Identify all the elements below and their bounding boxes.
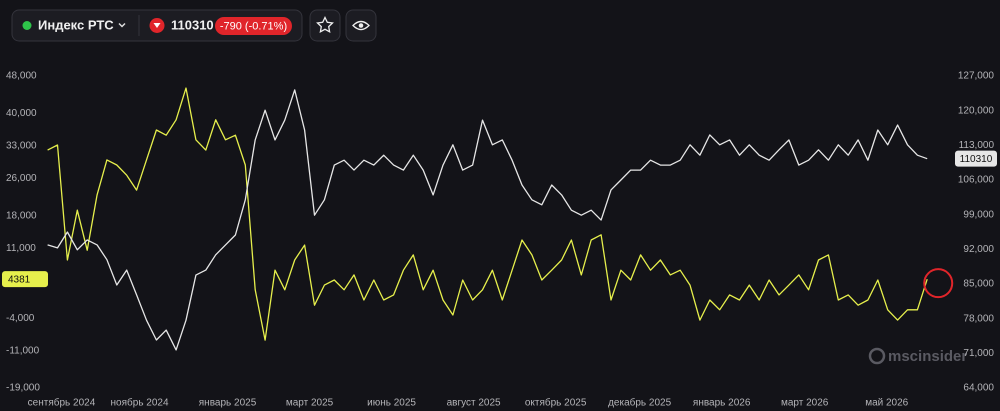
change-pill: [215, 17, 292, 35]
x-tick-label: январь 2025: [199, 398, 257, 409]
eye-icon[interactable]: [352, 20, 370, 31]
watermark-logo: [868, 347, 886, 365]
series-line: [47, 87, 928, 341]
star-icon[interactable]: [316, 15, 334, 34]
dropdown-chevron[interactable]: [118, 22, 126, 28]
instrument-selector[interactable]: Индекс РТС 110310 -790 (-0.71%): [11, 9, 303, 42]
x-tick-label: декабрь 2025: [608, 397, 672, 409]
y-tick-label: 18,000: [6, 210, 37, 221]
favorite-button[interactable]: [309, 9, 341, 42]
y2-tick-label: 99,000: [963, 209, 994, 220]
y-tick-label: 40,000: [6, 108, 37, 119]
y-tick-label: -11,000: [6, 345, 40, 356]
x-tick-label: март 2025: [286, 398, 334, 409]
y2-tick-label: 71,000: [963, 348, 994, 359]
y2-tick-label: 127,000: [958, 71, 995, 82]
x-tick-label: сентябрь 2024: [28, 397, 96, 409]
value-tag-box: [955, 150, 997, 167]
series-line: [47, 89, 928, 351]
price: 110310: [171, 17, 214, 32]
price-change: -790 (-0.71%): [220, 20, 287, 32]
x-tick-label: октябрь 2025: [525, 397, 587, 409]
highlight-ring: [923, 268, 954, 299]
x-tick-label: ноябрь 2024: [111, 397, 169, 409]
value-tag-text: 110310: [960, 154, 993, 165]
watermark-text: mscinsider: [888, 348, 967, 365]
watermark: mscinsider: [868, 347, 967, 365]
y2-tick-label: 85,000: [963, 279, 994, 290]
x-tick-label: январь 2026: [693, 398, 751, 409]
y-tick-label: 26,000: [6, 173, 37, 184]
y-tick-label: 48,000: [6, 71, 37, 82]
value-tag-box: [2, 271, 48, 288]
right-value-tag: 110310: [955, 150, 997, 167]
y2-tick-label: 113,000: [959, 140, 995, 151]
y-tick-label: 11,000: [6, 243, 36, 254]
y-tick-label: -19,000: [6, 383, 40, 394]
eye-pupil[interactable]: [358, 23, 364, 28]
status-dot: [22, 21, 32, 30]
down-arrow: [153, 23, 161, 28]
y2-tick-label: 92,000: [963, 244, 994, 255]
y2-tick-label: 64,000: [963, 383, 994, 394]
x-tick-label: май 2026: [865, 398, 908, 409]
x-tick-label: август 2025: [447, 398, 501, 409]
y-tick-label: -4,000: [6, 313, 35, 324]
value-tag-text: 4381: [8, 274, 31, 285]
instrument-name: Индекс РТС: [38, 17, 114, 32]
y2-tick-label: 78,000: [963, 313, 994, 324]
y2-tick-label: 106,000: [958, 175, 995, 186]
y-tick-label: 33,000: [6, 141, 37, 152]
x-tick-label: июнь 2025: [367, 398, 416, 409]
x-tick-label: март 2026: [781, 398, 829, 409]
left-value-tag: 4381: [2, 271, 48, 288]
y2-tick-label: 120,000: [958, 105, 995, 116]
